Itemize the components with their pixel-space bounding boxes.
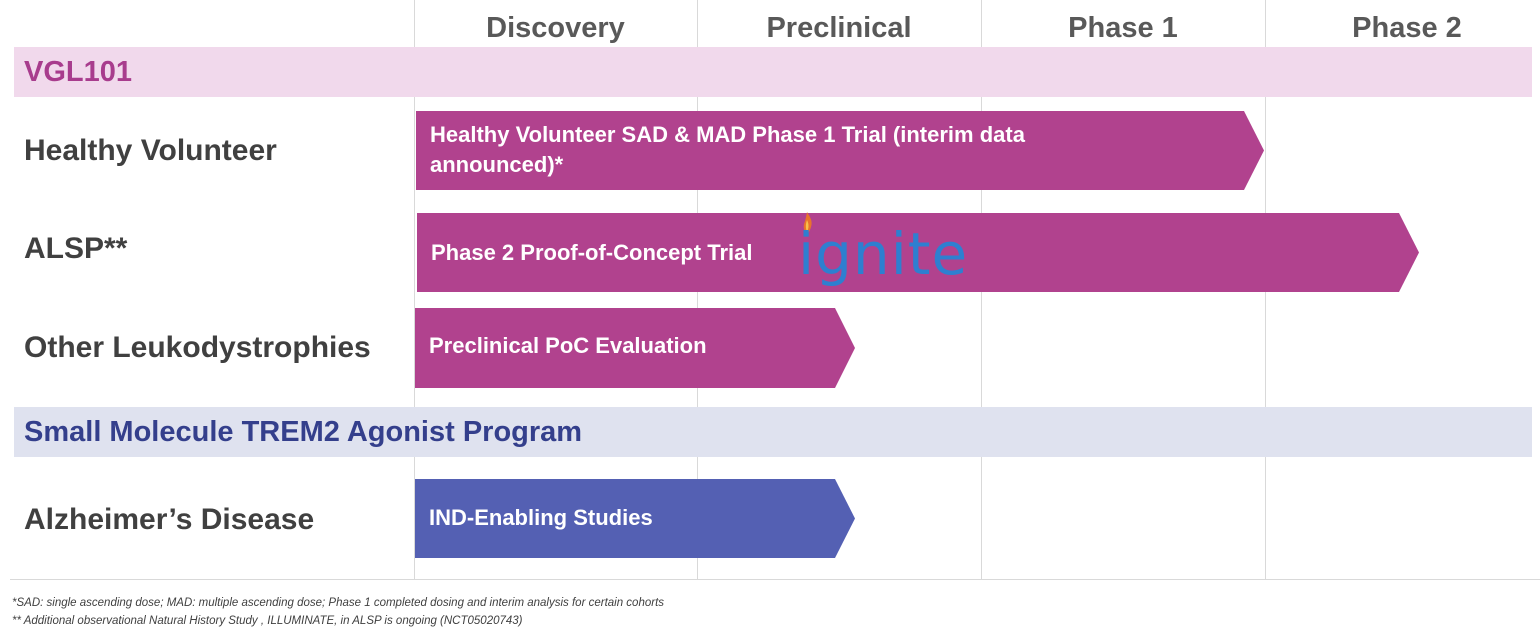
- ignite-logo: ignite: [798, 212, 967, 294]
- phase-header-phase-1: Phase 1: [1068, 12, 1178, 44]
- progress-bar-alzheimers: IND-Enabling Studies: [415, 479, 855, 558]
- row-label-other-leukodystrophies: Other Leukodystrophies: [24, 331, 371, 364]
- section-label-vgl101: VGL101: [24, 56, 132, 88]
- progress-bar-healthy-volunteer: Healthy Volunteer SAD & MAD Phase 1 Tria…: [416, 111, 1264, 190]
- ignite-logo-text: ignite: [798, 220, 969, 288]
- flame-icon: [803, 212, 812, 234]
- grid-bottom-line: [10, 579, 1540, 580]
- phase-header-preclinical: Preclinical: [766, 12, 912, 44]
- bar-label-healthy-volunteer: Healthy Volunteer SAD & MAD Phase 1 Tria…: [430, 121, 1025, 177]
- row-label-alzheimers: Alzheimer’s Disease: [24, 503, 315, 536]
- phase-header-discovery: Discovery: [486, 12, 625, 44]
- progress-bar-other-leukodystrophies: Preclinical PoC Evaluation: [415, 308, 855, 388]
- progress-bar-alsp: Phase 2 Proof-of-Concept Trial: [417, 213, 1419, 292]
- section-label-trem2: Small Molecule TREM2 Agonist Program: [24, 416, 583, 448]
- row-label-healthy-volunteer: Healthy Volunteer: [24, 134, 277, 167]
- footnote-sad-mad: *SAD: single ascending dose; MAD: multip…: [12, 597, 665, 609]
- row-label-alsp: ALSP**: [24, 232, 128, 265]
- bar-label-other-leukodystrophies: Preclinical PoC Evaluation: [429, 333, 707, 358]
- section-band-vgl101: VGL101: [14, 47, 1532, 97]
- bar-label-alsp: Phase 2 Proof-of-Concept Trial: [431, 239, 753, 265]
- bar-label-alzheimers: IND-Enabling Studies: [429, 504, 653, 530]
- phase-header-phase-2: Phase 2: [1352, 12, 1462, 44]
- section-band-trem2: Small Molecule TREM2 Agonist Program: [14, 407, 1532, 457]
- grid-line: [414, 0, 415, 580]
- footnote-illuminate: ** Additional observational Natural Hist…: [12, 615, 523, 627]
